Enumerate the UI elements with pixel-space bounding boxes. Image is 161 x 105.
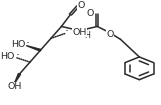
Text: O: O [77, 1, 85, 10]
Polygon shape [26, 46, 41, 51]
Text: O: O [87, 9, 94, 18]
Text: O: O [106, 30, 114, 39]
Text: ·: · [65, 25, 69, 38]
Text: OH: OH [8, 82, 22, 91]
Text: H: H [85, 31, 91, 40]
Text: ·: · [15, 49, 19, 62]
Text: N: N [80, 29, 87, 38]
Text: HO: HO [11, 40, 25, 49]
Text: HO: HO [1, 52, 15, 61]
Polygon shape [14, 74, 21, 84]
Text: OH: OH [73, 28, 87, 37]
Text: ·: · [26, 37, 30, 50]
Text: ·: · [13, 76, 17, 89]
